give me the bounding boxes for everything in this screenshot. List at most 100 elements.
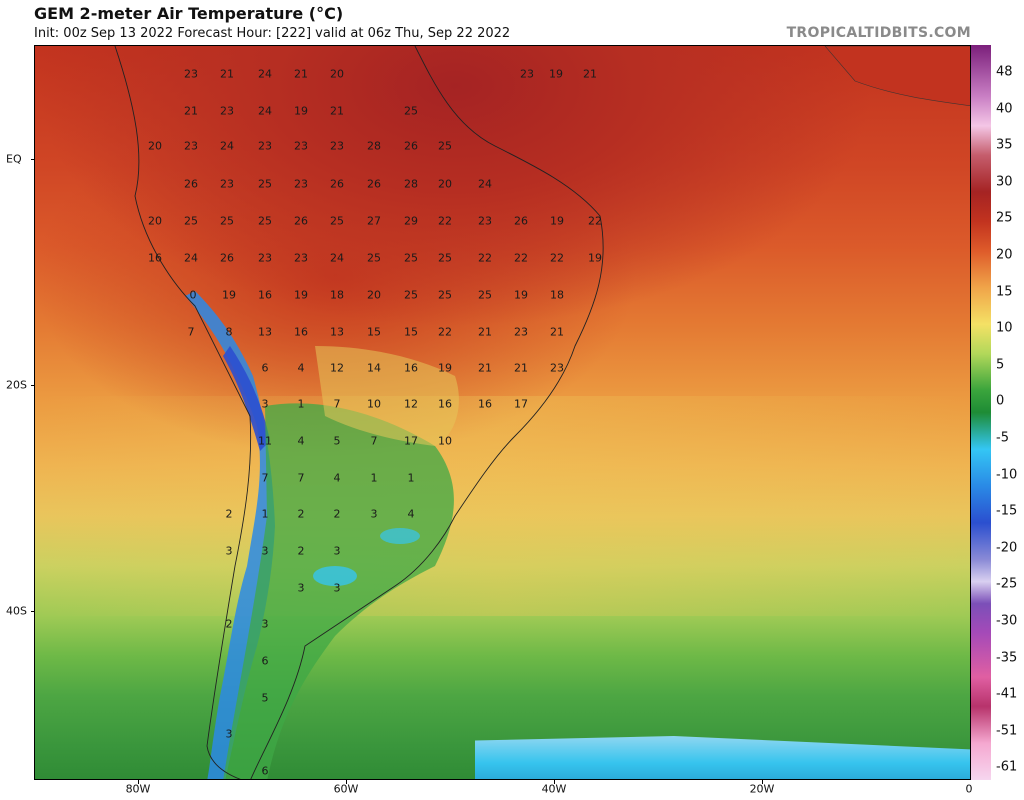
temperature-value: 25 <box>258 214 272 228</box>
temperature-value: 16 <box>148 251 162 265</box>
temperature-value: 1 <box>261 507 269 521</box>
map-title: GEM 2-meter Air Temperature (°C) <box>34 4 344 23</box>
temperature-value: 1 <box>297 397 305 411</box>
temperature-map[interactable]: 23 21 24 21 20 23 19 21 21 23 24 19 21 25 20 23 24 23 23 23… <box>34 45 971 780</box>
temperature-value: 6 <box>261 361 269 375</box>
temperature-value: 17 <box>404 434 418 448</box>
temperature-value: 1 <box>370 471 378 485</box>
colorbar-label: -41 <box>996 686 1018 702</box>
temperature-value: 21 <box>184 104 198 118</box>
temperature-value: 25 <box>330 214 344 228</box>
temperature-value: 25 <box>438 288 452 302</box>
temperature-value: 21 <box>550 325 564 339</box>
colorbar-label: -15 <box>996 503 1018 519</box>
temperature-value: 19 <box>550 214 564 228</box>
colorbar-label: 15 <box>996 284 1013 300</box>
colorbar-label: -51 <box>996 723 1018 739</box>
temperature-value: 2 <box>333 507 341 521</box>
temperature-value: 25 <box>478 288 492 302</box>
temperature-value: 21 <box>478 361 492 375</box>
temperature-value: 20 <box>438 177 452 191</box>
temperature-value: 20 <box>330 67 344 81</box>
temperature-value: 24 <box>220 139 234 153</box>
temperature-value: 0 <box>189 288 197 302</box>
temperature-value: 3 <box>333 544 341 558</box>
temperature-value: 22 <box>550 251 564 265</box>
temperature-value: 22 <box>438 325 452 339</box>
temperature-value: 16 <box>438 397 452 411</box>
colorbar-label: 0 <box>996 393 1005 409</box>
temperature-value: 23 <box>514 325 528 339</box>
temperature-value: 7 <box>187 325 195 339</box>
temperature-value: 21 <box>583 67 597 81</box>
colorbar-label: 48 <box>996 64 1013 80</box>
temperature-value: 21 <box>478 325 492 339</box>
temperature-value: 19 <box>294 288 308 302</box>
temperature-value: 26 <box>294 214 308 228</box>
temperature-value: 15 <box>404 325 418 339</box>
temperature-value: 20 <box>148 214 162 228</box>
lon-tick <box>554 780 555 784</box>
temperature-value: 12 <box>404 397 418 411</box>
colorbar-label: 25 <box>996 210 1013 226</box>
colorbar-label: -10 <box>996 467 1018 483</box>
temperature-value: 6 <box>261 764 269 778</box>
temperature-value: 23 <box>258 139 272 153</box>
temperature-value: 24 <box>184 251 198 265</box>
colorbar-label: -5 <box>996 430 1009 446</box>
temperature-value: 23 <box>520 67 534 81</box>
temperature-value: 26 <box>514 214 528 228</box>
site-credit: TROPICALTIDBITS.COM <box>786 25 971 41</box>
forecast-info: Init: 00z Sep 13 2022 Forecast Hour: [22… <box>34 26 511 41</box>
temperature-value: 23 <box>220 104 234 118</box>
temperature-value: 22 <box>438 214 452 228</box>
temperature-value: 23 <box>220 177 234 191</box>
colorbar-label: 30 <box>996 174 1013 190</box>
temperature-value: 16 <box>404 361 418 375</box>
temperature-value: 14 <box>367 361 381 375</box>
temperature-value: 25 <box>258 177 272 191</box>
temperature-value: 3 <box>225 544 233 558</box>
temperature-value: 21 <box>330 104 344 118</box>
south-america-landmass <box>114 46 970 779</box>
temperature-value: 18 <box>330 288 344 302</box>
temperature-value: 4 <box>333 471 341 485</box>
temperature-value: 3 <box>297 581 305 595</box>
lon-label-0: 0 <box>965 782 973 796</box>
temperature-value: 3 <box>261 617 269 631</box>
temperature-value: 3 <box>225 727 233 741</box>
lon-label-60w: 60W <box>333 782 359 796</box>
temperature-value: 16 <box>478 397 492 411</box>
temperature-value: 20 <box>148 139 162 153</box>
warm-band <box>35 396 970 616</box>
temperature-value: 28 <box>367 139 381 153</box>
temperature-value: 25 <box>404 251 418 265</box>
colorbar-label: -61 <box>996 759 1018 775</box>
temperature-value: 2 <box>297 544 305 558</box>
temperature-value: 2 <box>225 507 233 521</box>
temperature-value: 5 <box>261 691 269 705</box>
temperature-value: 23 <box>330 139 344 153</box>
temperature-value: 21 <box>514 361 528 375</box>
temperature-value: 10 <box>367 397 381 411</box>
temperature-value: 23 <box>550 361 564 375</box>
colorbar-label: -35 <box>996 650 1018 666</box>
lon-label-20w: 20W <box>749 782 775 796</box>
temperature-value: 17 <box>514 397 528 411</box>
temperature-value: 13 <box>258 325 272 339</box>
temperature-value: 23 <box>294 251 308 265</box>
temperature-value: 3 <box>333 581 341 595</box>
lat-tick <box>31 611 34 612</box>
temperature-value: 19 <box>222 288 236 302</box>
colorbar-label: 10 <box>996 320 1013 336</box>
temperature-value: 6 <box>261 654 269 668</box>
temperature-value: 3 <box>370 507 378 521</box>
temperature-value: 23 <box>184 139 198 153</box>
lat-tick <box>31 159 34 160</box>
temperature-value: 5 <box>333 434 341 448</box>
temperature-value: 21 <box>294 67 308 81</box>
temperature-value: 23 <box>294 177 308 191</box>
lat-label-40s: 40S <box>6 604 27 618</box>
lon-label-40w: 40W <box>541 782 567 796</box>
temperature-value: 24 <box>478 177 492 191</box>
